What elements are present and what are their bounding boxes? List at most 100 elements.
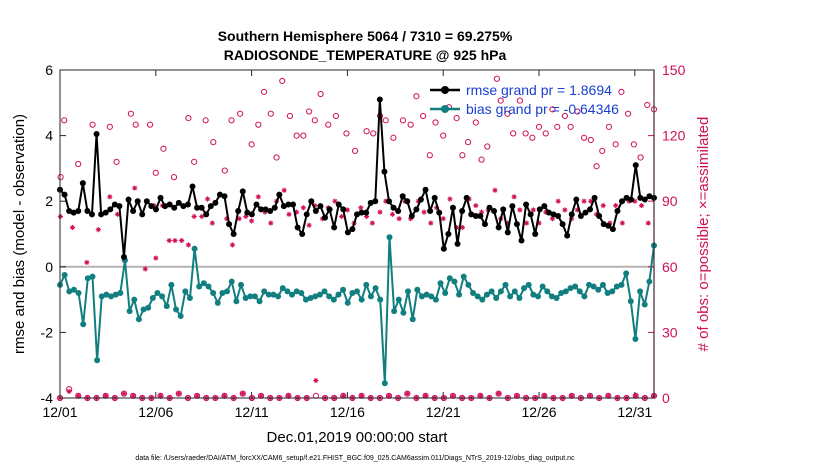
bias-point <box>265 291 272 298</box>
rmse-point <box>216 191 223 198</box>
rmse-point <box>596 212 603 219</box>
rmse-point <box>555 212 562 219</box>
obs-possible-marker <box>399 117 407 124</box>
rmse-point <box>349 226 356 233</box>
bias-point <box>521 285 528 292</box>
rmse-point <box>125 196 132 203</box>
obs-possible-marker <box>191 158 198 165</box>
legend-rmse-marker <box>441 86 449 94</box>
bias-point <box>302 296 309 303</box>
bias-point <box>242 294 249 301</box>
obs-possible-marker <box>453 115 460 122</box>
rmse-point <box>509 203 516 210</box>
obs-assimilated-marker <box>569 393 575 399</box>
rmse-point <box>116 203 123 210</box>
bias-point <box>140 306 147 313</box>
rmse-point <box>559 221 566 228</box>
bias-point <box>632 335 639 342</box>
obs-assimilated-marker <box>514 393 520 399</box>
rmse-point <box>385 198 392 205</box>
obs-assimilated-marker <box>523 220 530 226</box>
bias-point <box>470 290 477 297</box>
obs-assimilated-marker <box>294 209 300 215</box>
rmse-point <box>75 208 82 215</box>
obs-assimilated-marker <box>363 213 370 220</box>
obs-assimilated-marker <box>396 216 402 222</box>
obs-assimilated-marker <box>555 198 561 204</box>
obs-possible-marker <box>57 174 64 181</box>
rmse-point <box>152 206 159 213</box>
bias-point <box>525 281 532 288</box>
bias-point <box>553 294 560 301</box>
obs-possible-marker <box>351 147 359 155</box>
rmse-point <box>495 224 502 231</box>
obs-assimilated-marker <box>421 209 427 215</box>
bias-point <box>474 293 481 300</box>
obs-possible-marker <box>75 160 82 168</box>
obs-assimilated-marker <box>114 211 121 217</box>
chart-title-line2: RADIOSONDE_TEMPERATURE @ 925 hPa <box>224 47 507 63</box>
x-tick-label: 12/01 <box>42 404 77 420</box>
rmse-point <box>449 204 456 211</box>
obs-assimilated-marker <box>574 207 580 213</box>
data-file-footnote: data file: /Users/raeder/DAI/ATM_forcXX/… <box>135 455 575 462</box>
obs-assimilated-marker <box>258 393 264 399</box>
obs-assimilated-marker <box>605 393 611 399</box>
rmse-point <box>568 211 575 218</box>
bias-point <box>66 288 73 295</box>
rmse-point <box>308 198 315 205</box>
rmse-point <box>239 188 246 195</box>
obs-assimilated-marker <box>450 393 456 399</box>
obs-possible-marker <box>286 112 294 120</box>
bias-point <box>247 293 254 300</box>
obs-possible-marker <box>535 123 543 130</box>
obs-assimilated-marker <box>313 377 319 384</box>
bias-point <box>191 245 198 252</box>
left-tick-label: 2 <box>45 193 53 209</box>
bias-point <box>354 288 360 295</box>
rmse-point <box>641 196 648 203</box>
bias-point <box>488 288 495 295</box>
rmse-point <box>212 199 219 206</box>
rmse-point <box>235 208 242 215</box>
bias-point <box>330 296 337 303</box>
obs-possible-marker <box>228 117 235 124</box>
bias-point <box>177 313 184 319</box>
rmse-point <box>363 209 370 216</box>
rmse-point <box>632 162 639 169</box>
bias-point <box>237 281 244 288</box>
rmse-point <box>609 226 616 233</box>
bias-point <box>516 294 523 301</box>
obs-assimilated-marker <box>415 198 421 204</box>
bias-point <box>182 288 189 295</box>
rmse-point <box>468 211 475 218</box>
rmse-point <box>427 208 434 215</box>
rmse-point <box>180 203 187 210</box>
bias-point <box>493 294 500 301</box>
left-axis-ticks: -4 -2 0 2 4 6 <box>41 62 66 406</box>
bias-point <box>479 296 486 303</box>
obs-possible-marker <box>465 139 472 146</box>
rmse-point <box>413 206 420 213</box>
bias-point <box>590 283 597 290</box>
x-tick-label: 12/16 <box>330 404 365 420</box>
bias-point <box>126 308 133 315</box>
bias-point <box>205 283 212 290</box>
x-tick-label: 12/21 <box>426 404 461 420</box>
obs-assimilated-marker <box>638 202 645 209</box>
rmse-point <box>463 194 470 201</box>
bias-point <box>94 357 101 364</box>
obs-assimilated-marker <box>166 237 172 244</box>
rmse-point <box>541 203 548 210</box>
obs-assimilated-marker <box>478 209 485 215</box>
bias-point <box>423 291 430 298</box>
rmse-point <box>623 194 630 201</box>
rmse-point <box>312 208 319 215</box>
bias-point <box>400 309 407 316</box>
rmse-point <box>372 198 379 205</box>
rmse-point <box>477 212 484 219</box>
rmse-point <box>194 204 201 211</box>
bias-point <box>131 296 138 303</box>
bias-point <box>391 308 398 315</box>
